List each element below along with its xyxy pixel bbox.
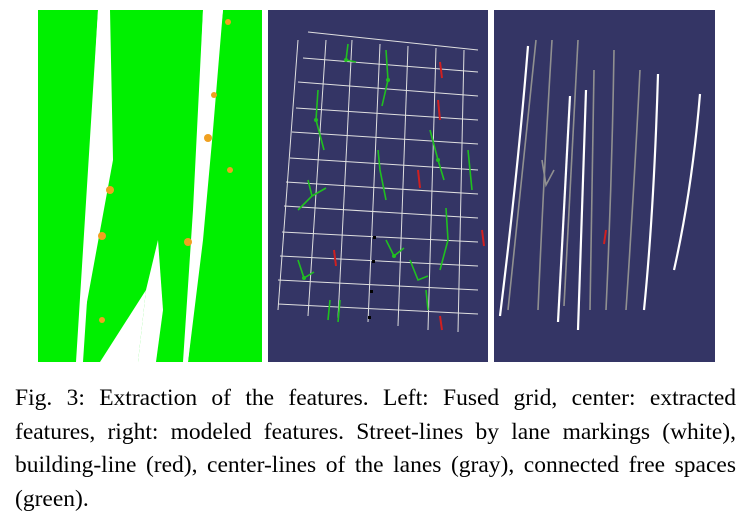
extracted-features-image [277, 31, 485, 333]
modeled-features-image [498, 39, 702, 331]
caption-text: Fig. 3: Extraction of the features. Left… [15, 385, 736, 512]
figure-caption: Fig. 3: Extraction of the features. Left… [15, 382, 736, 516]
modeled-features-panel [494, 10, 715, 362]
extracted-features-panel [268, 10, 488, 362]
fused-grid-panel [38, 10, 262, 362]
fused-grid-image [38, 10, 262, 362]
